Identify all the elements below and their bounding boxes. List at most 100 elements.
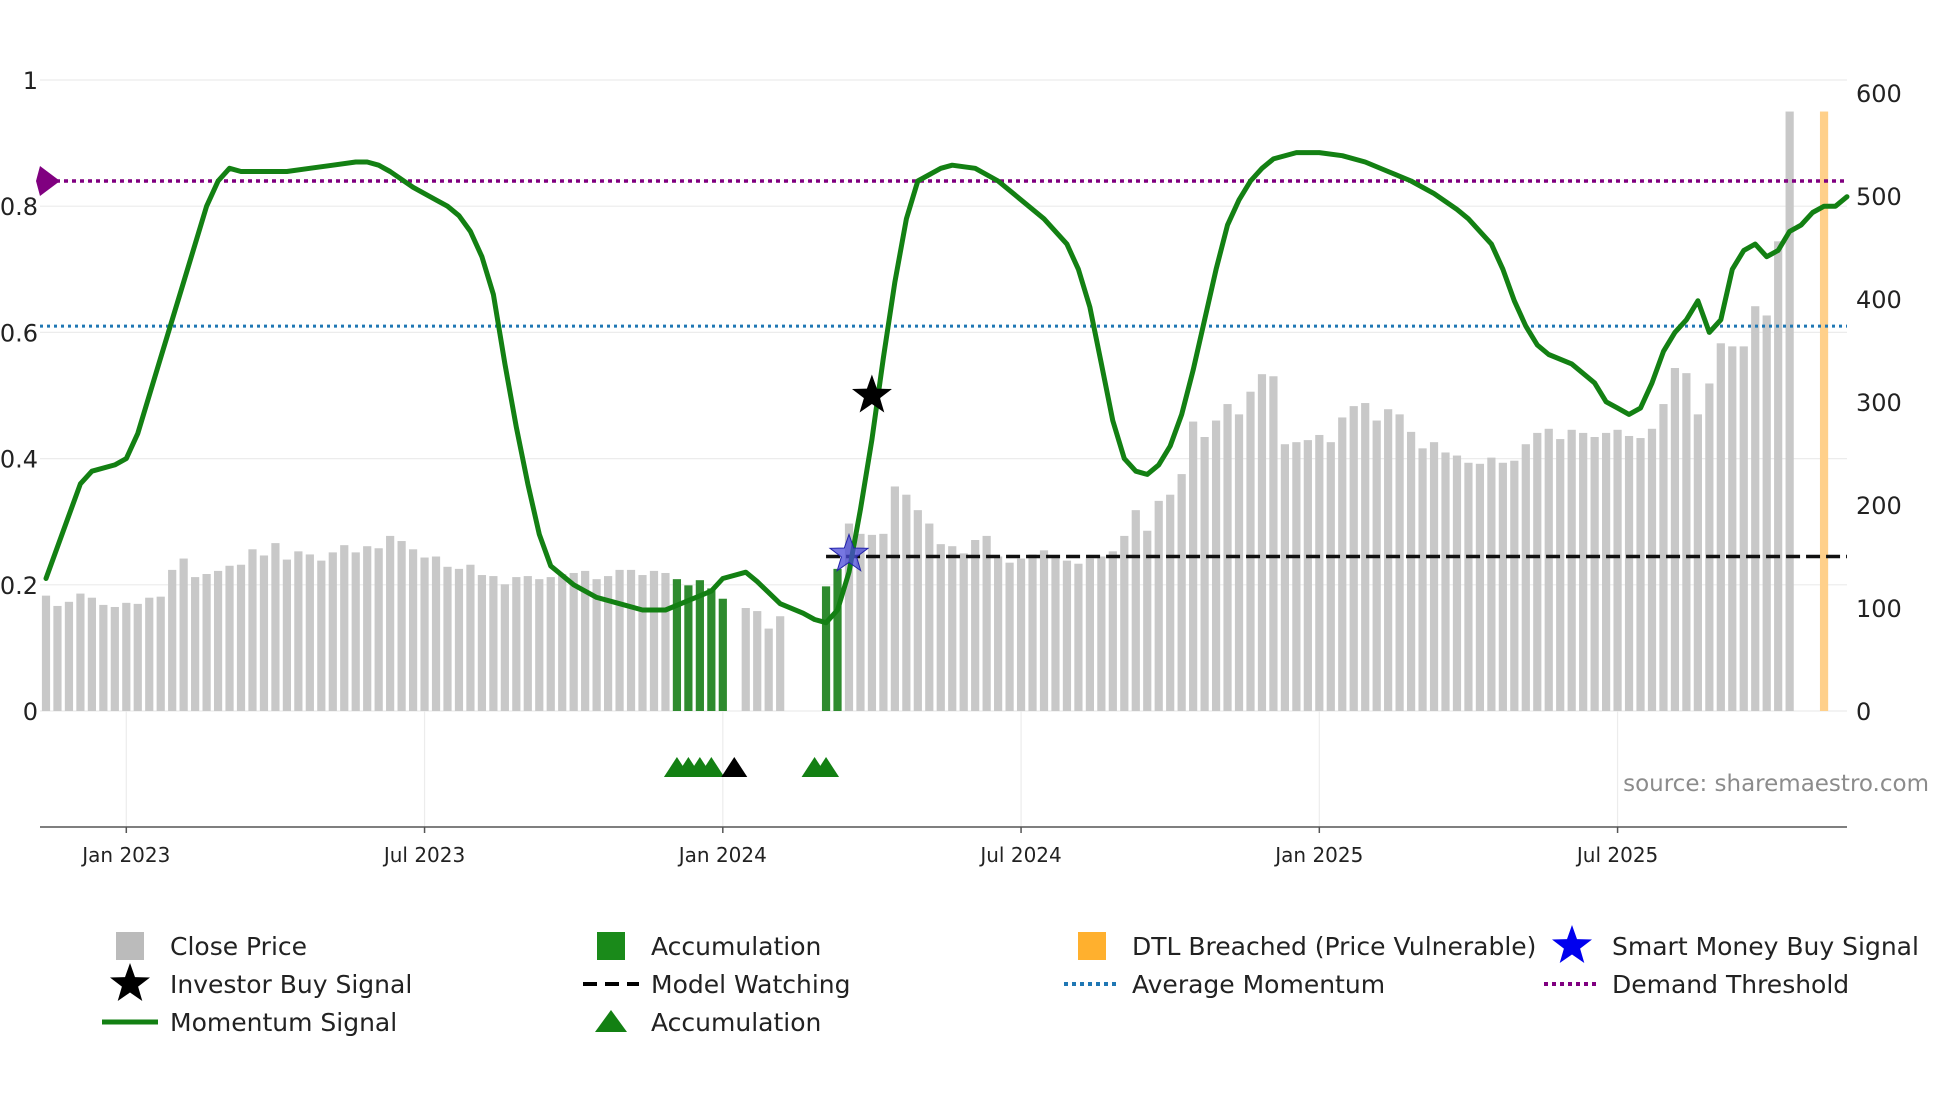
close-price-bar — [1739, 346, 1748, 711]
close-price-bar — [638, 575, 647, 711]
close-price-bar — [213, 570, 223, 711]
left-tick-label: 1 — [23, 67, 38, 95]
close-price-bar — [1120, 535, 1129, 711]
close-price-bar — [500, 584, 509, 711]
close-price-bar — [1005, 562, 1014, 711]
close-price-bar — [844, 523, 854, 711]
close-price-bar — [1705, 383, 1714, 711]
close-price-bar — [1406, 431, 1416, 711]
close-price-bar — [1762, 315, 1771, 711]
close-price-bar — [122, 602, 131, 711]
close-price-bar — [1143, 530, 1152, 711]
close-price-bar — [1085, 558, 1094, 711]
close-price-bar — [569, 572, 578, 711]
close-price-bar — [1051, 556, 1060, 711]
close-price-bar — [1074, 563, 1083, 711]
right-tick-label: 600 — [1856, 80, 1902, 108]
close-price-bar — [1670, 368, 1680, 711]
close-price-bar — [1774, 241, 1783, 711]
close-price-bar — [1567, 429, 1576, 711]
close-price-bar — [477, 575, 487, 711]
close-price-bar — [1280, 444, 1290, 711]
legend-label: Accumulation — [651, 932, 821, 961]
close-price-bar — [1395, 414, 1404, 711]
legend-swatch — [597, 932, 625, 960]
close-price-bar — [1189, 421, 1198, 711]
close-price-bar — [1303, 440, 1312, 711]
close-price-bar — [1613, 429, 1622, 711]
close-price-bar — [925, 523, 934, 711]
x-tick-label: Jul 2024 — [978, 843, 1061, 867]
left-tick-label: 0.2 — [0, 572, 38, 600]
legend-item: Model Watching — [583, 970, 851, 999]
accumulation-bar — [718, 598, 727, 711]
close-price-bar — [259, 555, 269, 711]
close-price-bar — [1647, 428, 1657, 711]
close-price-bar — [1326, 442, 1335, 711]
close-price-bar — [374, 548, 383, 711]
close-price-bar — [741, 608, 750, 711]
momentum-signal-line — [43, 150, 1850, 626]
close-price-bar — [856, 533, 865, 711]
legend-item: Demand Threshold — [1544, 970, 1849, 999]
close-price-bar — [1039, 550, 1049, 711]
x-tick-label: Jul 2023 — [382, 843, 465, 867]
close-price-bar — [948, 546, 957, 711]
watch-triangle — [721, 757, 748, 777]
source-note: source: sharemaestro.com — [1623, 771, 1929, 797]
close-price-bar — [1372, 420, 1381, 711]
close-price-bar — [1498, 462, 1507, 711]
close-price-bar — [1315, 434, 1324, 711]
left-tick-label: 0.6 — [0, 319, 38, 347]
close-price-bar — [661, 572, 670, 711]
close-price-bar — [236, 564, 246, 711]
signal-lines — [36, 150, 1850, 626]
close-price-bar — [1429, 442, 1439, 711]
close-price-bar — [489, 576, 498, 711]
close-price-bar — [305, 554, 314, 711]
close-price-bar — [1108, 551, 1117, 711]
close-price-bar — [1579, 432, 1588, 711]
close-price-bar — [248, 549, 257, 711]
right-tick-label: 0 — [1856, 698, 1871, 726]
close-price-bar — [408, 549, 418, 711]
close-price-bar — [936, 544, 945, 711]
signal-markers — [663, 374, 892, 777]
close-price-bar — [753, 611, 762, 711]
close-price-bar — [1028, 554, 1037, 711]
legend-label: Momentum Signal — [170, 1008, 397, 1037]
right-tick-label: 500 — [1856, 183, 1902, 211]
close-price-bar — [76, 593, 85, 711]
close-price-bar — [1016, 558, 1026, 711]
accumulation-triangle — [813, 757, 840, 777]
close-price-bar — [776, 616, 785, 711]
close-price-bar — [191, 577, 200, 711]
legend-item: Investor Buy Signal — [110, 963, 412, 1001]
accumulation-bar — [821, 586, 831, 711]
close-price-bar — [340, 545, 349, 711]
close-price-bar — [397, 541, 406, 711]
close-price-bar — [1751, 306, 1760, 711]
close-price-bar — [179, 558, 188, 711]
legend: Close Price Accumulation DTL Breached (Pri… — [102, 925, 1919, 1037]
close-price-bar — [99, 604, 108, 711]
close-price-bar — [558, 574, 567, 711]
close-price-bar — [202, 574, 211, 711]
legend-triangle — [595, 1010, 627, 1032]
close-price-bar — [592, 579, 601, 711]
close-price-bar — [1361, 403, 1370, 711]
close-price-bar — [1246, 391, 1255, 711]
close-price-bar — [1682, 373, 1691, 711]
close-price-bar — [168, 569, 177, 711]
close-price-bar — [1464, 462, 1473, 711]
legend-item: Momentum Signal — [102, 1008, 397, 1037]
close-price-bar — [454, 568, 464, 711]
legend-label: Model Watching — [651, 970, 851, 999]
close-price-bar — [1487, 457, 1496, 711]
legend-item: Smart Money Buy Signal — [1552, 925, 1919, 963]
close-price-bar — [546, 577, 555, 711]
close-price-bar — [1556, 439, 1565, 711]
close-price-bar — [145, 597, 154, 711]
close-price-bar — [386, 535, 395, 711]
